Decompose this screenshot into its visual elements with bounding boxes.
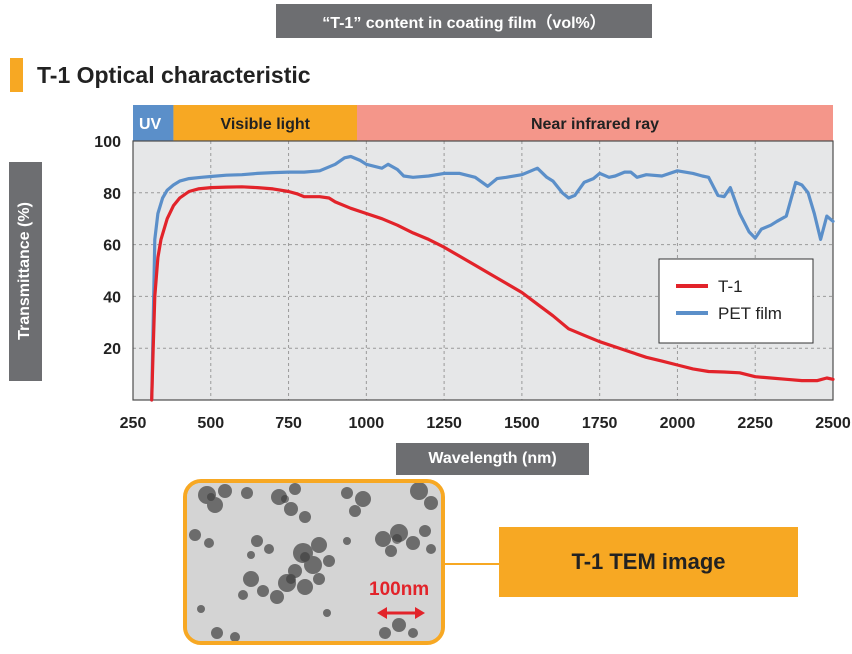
scale-bar-label: 100nm [369,579,430,600]
series-line-t-1 [150,185,835,402]
x-tick-label: 500 [197,415,224,432]
y-tick-label: 100 [94,134,121,151]
plot-frame [132,140,834,401]
x-tick-label: 2000 [660,415,696,432]
y-tick-label: 40 [103,289,121,306]
x-tick-label: 750 [275,415,302,432]
gridlines [133,141,833,400]
x-tick-label: 1000 [349,415,385,432]
y-axis-label: Transmittance (%) [16,202,33,340]
region-label: UV [139,116,162,133]
tem-micrograph [187,483,441,641]
tem-image: 100nm [183,479,445,645]
y-tick-label: 80 [103,186,121,203]
series-lines [150,154,835,402]
x-tick-label: 2500 [815,415,851,432]
axes: 250 500 750 1000 1250 1500 1750 2000 2250 2500 20 4… [94,134,851,432]
legend: T-1 PET film [658,258,814,344]
region-band [133,105,174,141]
x-tick-label: 1750 [582,415,618,432]
wavelength-regions: UV Visible light Near infrared ray [133,105,833,141]
region-label: Visible light [220,116,310,133]
caption-connector [445,563,500,565]
x-axis-label: Wavelength (nm) [396,443,589,475]
section-accent-bar [10,58,23,92]
tem-caption: T-1 TEM image [499,527,798,597]
series-line-pet-film [150,154,835,402]
y-axis-label-box [9,162,42,381]
x-tick-label: 1500 [504,415,540,432]
content-banner: “T-1” content in coating film（vol%） [276,4,652,38]
region-label: Near infrared ray [531,116,659,133]
legend-box [658,258,814,344]
region-band [357,105,833,141]
legend-label: T-1 [718,277,743,296]
section-title: T-1 Optical characteristic [37,62,311,88]
x-tick-label: 250 [120,415,147,432]
region-band [173,105,357,141]
transmittance-chart: UV Visible light Near infrared ray 250 500 7… [94,105,851,432]
y-tick-label: 60 [103,238,121,255]
y-tick-label: 20 [103,341,121,358]
x-tick-label: 1250 [426,415,462,432]
x-tick-label: 2250 [737,415,773,432]
legend-label: PET film [718,304,782,323]
